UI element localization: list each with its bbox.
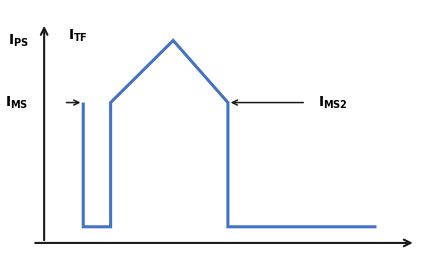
Text: $\mathbf{I_{TF}}$: $\mathbf{I_{TF}}$: [68, 28, 87, 44]
Text: $\mathbf{I_{PS}}$: $\mathbf{I_{PS}}$: [8, 32, 29, 49]
Text: $\mathbf{I_{MS2}}$: $\mathbf{I_{MS2}}$: [318, 94, 348, 111]
Text: $\mathbf{I_{MS}}$: $\mathbf{I_{MS}}$: [5, 94, 29, 111]
